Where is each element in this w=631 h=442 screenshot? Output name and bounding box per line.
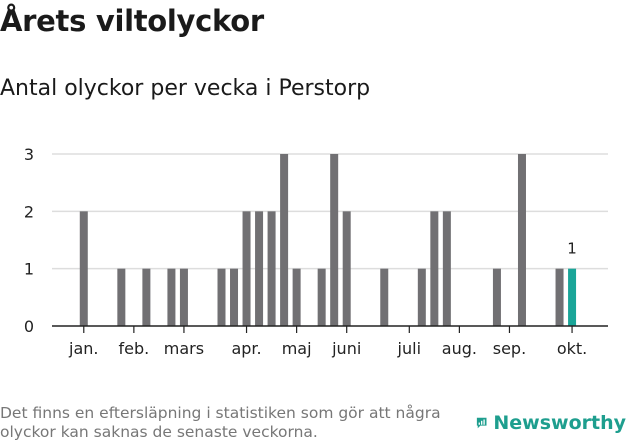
y-tick-label: 0 xyxy=(24,317,34,336)
newsworthy-logo-icon xyxy=(476,417,487,429)
chart-title: Årets viltolyckor xyxy=(0,4,264,38)
x-tick-label: feb. xyxy=(119,339,150,358)
bar xyxy=(417,268,426,326)
bar xyxy=(517,154,526,326)
bar xyxy=(430,211,439,326)
bar xyxy=(555,268,564,326)
y-tick-label: 1 xyxy=(24,260,34,279)
bar xyxy=(217,268,226,326)
footnote: Det finns en eftersläpning i statistiken… xyxy=(0,404,441,441)
bar xyxy=(142,268,151,326)
x-tick-label: juli xyxy=(397,339,421,358)
bar xyxy=(280,154,289,326)
y-tick-label: 2 xyxy=(24,202,34,221)
x-tick-label: juni xyxy=(331,339,361,358)
bar xyxy=(317,268,326,326)
x-tick-label: mars xyxy=(164,339,204,358)
x-tick-label: sep. xyxy=(493,339,526,358)
bar xyxy=(330,154,339,326)
bar-highlight xyxy=(568,268,577,326)
x-tick-label: maj xyxy=(282,339,312,358)
bar xyxy=(167,268,176,326)
newsworthy-logo: Newsworthy xyxy=(476,407,626,439)
newsworthy-logo-text: Newsworthy xyxy=(493,412,626,434)
bar xyxy=(230,268,239,326)
x-tick-label: aug. xyxy=(442,339,477,358)
bar xyxy=(342,211,351,326)
bar xyxy=(179,268,188,326)
bar xyxy=(117,268,126,326)
bar xyxy=(380,268,389,326)
bar xyxy=(267,211,276,326)
bar xyxy=(79,211,88,326)
bar xyxy=(492,268,501,326)
chart-subtitle: Antal olyckor per vecka i Perstorp xyxy=(0,76,371,101)
y-tick-label: 3 xyxy=(24,145,34,164)
bar-chart: 0 1 2 3 1 jan. feb. mars apr. maj juni juli aug. sep.… xyxy=(24,145,608,358)
data-label: 1 xyxy=(567,240,577,258)
bar xyxy=(255,211,264,326)
bar xyxy=(242,211,251,326)
bar xyxy=(292,268,301,326)
x-tick-label: apr. xyxy=(231,339,261,358)
x-tick-label: jan. xyxy=(68,339,98,358)
x-tick-label: okt. xyxy=(557,339,587,358)
bar xyxy=(442,211,451,326)
